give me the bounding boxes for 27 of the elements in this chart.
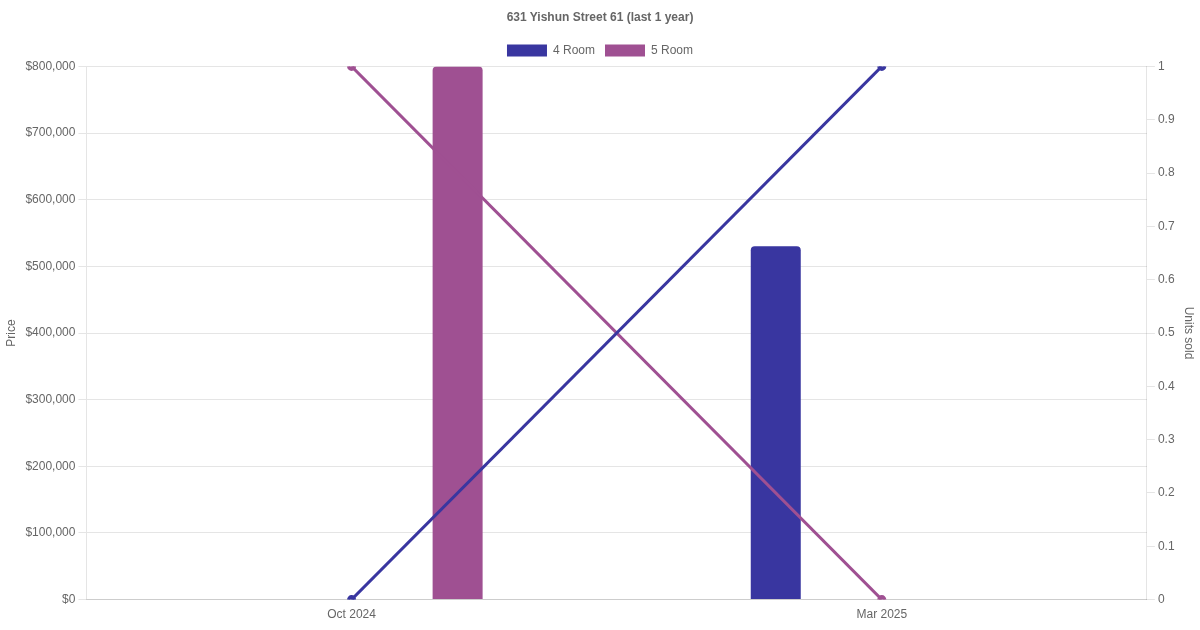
y-tick-label: $700,000 xyxy=(25,125,76,140)
y2-tick-label: 0.8 xyxy=(1157,165,1175,180)
y2-tick-label: 0.2 xyxy=(1157,485,1175,500)
y2-tick-label: 0.1 xyxy=(1157,538,1175,553)
y-axis-title: Price xyxy=(3,319,18,347)
y-tick-label: $200,000 xyxy=(25,458,76,473)
y2-tick-label: 0.6 xyxy=(1157,271,1175,286)
y-tick-label: $100,000 xyxy=(25,525,76,540)
chart-title: 631 Yishun Street 61 (last 1 year) xyxy=(506,9,694,24)
y2-tick-label: 0.7 xyxy=(1157,218,1175,233)
y-tick-label: $400,000 xyxy=(25,325,76,340)
y-tick-label: $0 xyxy=(62,591,76,606)
y2-axis-title: Units sold xyxy=(1182,306,1197,360)
y-tick-label: $600,000 xyxy=(25,192,76,207)
y2-tick-label: 0.5 xyxy=(1157,325,1175,340)
y2-tick-label: 1 xyxy=(1157,58,1165,73)
y2-tick-label: 0 xyxy=(1157,591,1165,606)
y-tick-label: $500,000 xyxy=(25,258,76,273)
y2-tick-label: 0.3 xyxy=(1157,431,1175,446)
y2-tick-label: 0.9 xyxy=(1157,112,1175,127)
legend-label: 4 Room xyxy=(552,42,596,57)
x-tick-label: Oct 2024 xyxy=(327,607,377,622)
y-tick-label: $300,000 xyxy=(25,391,76,406)
x-tick-label: Mar 2025 xyxy=(856,607,908,622)
y2-tick-label: 0.4 xyxy=(1157,378,1175,393)
legend-label: 5 Room xyxy=(651,42,694,57)
y-tick-label: $800,000 xyxy=(25,58,76,73)
